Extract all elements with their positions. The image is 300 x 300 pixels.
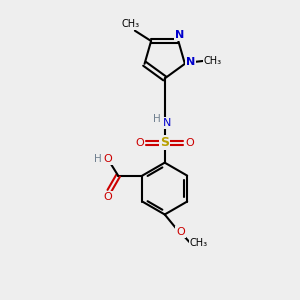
- Text: O: O: [185, 138, 194, 148]
- Text: N: N: [186, 57, 195, 67]
- Text: CH₃: CH₃: [190, 238, 208, 248]
- Text: H: H: [94, 154, 101, 164]
- Text: O: O: [136, 138, 144, 148]
- Text: N: N: [163, 118, 171, 128]
- Text: O: O: [176, 227, 185, 237]
- Text: O: O: [103, 154, 112, 164]
- Text: N: N: [175, 30, 184, 40]
- Text: H: H: [153, 114, 160, 124]
- Text: S: S: [160, 136, 169, 149]
- Text: CH₃: CH₃: [122, 19, 140, 29]
- Text: O: O: [103, 192, 112, 202]
- Text: CH₃: CH₃: [204, 56, 222, 66]
